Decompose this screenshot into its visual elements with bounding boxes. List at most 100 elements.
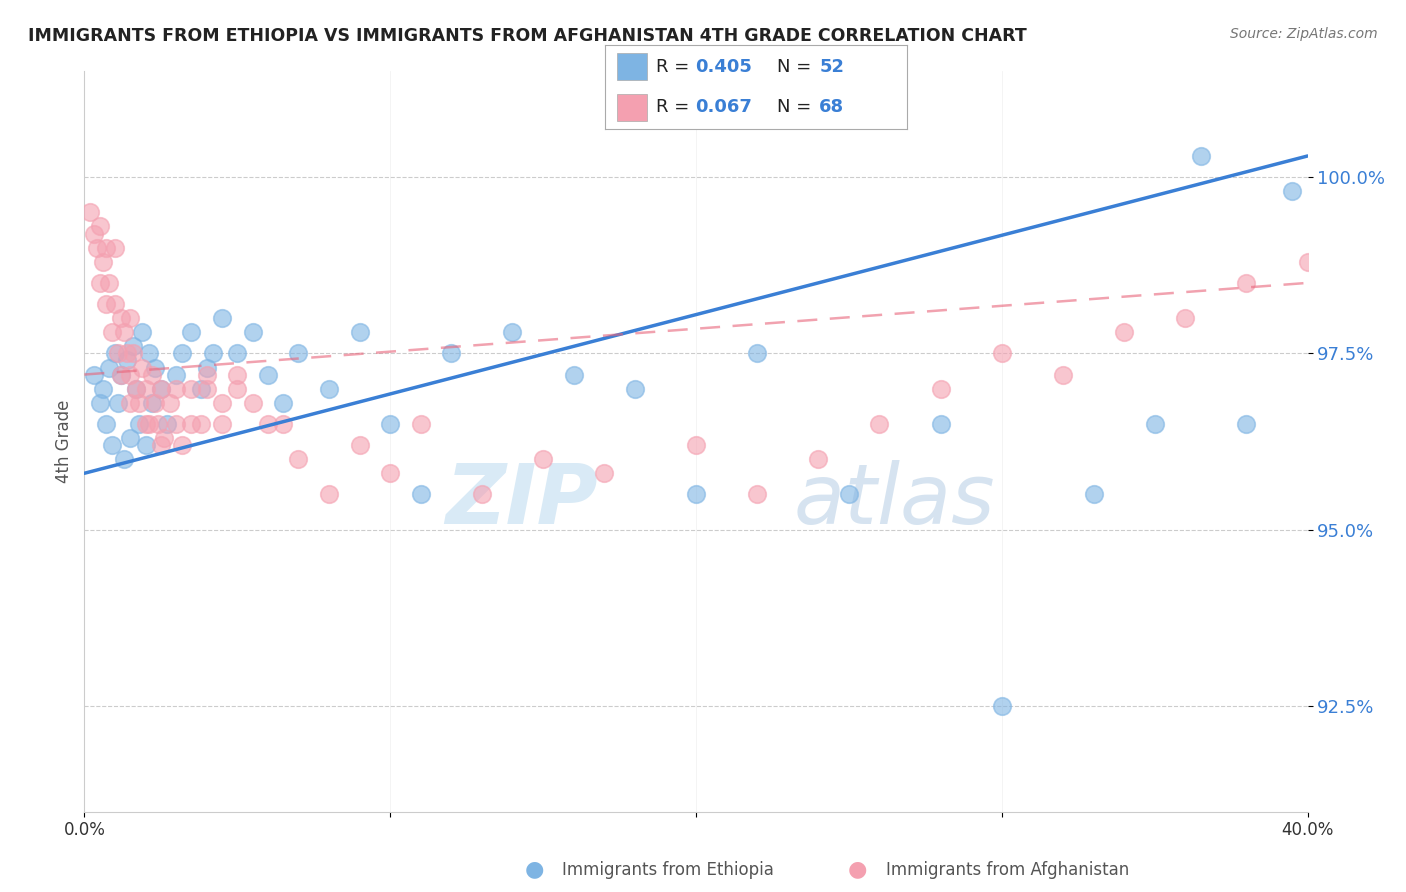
Point — [409, 417, 432, 431]
Point — [131, 325, 153, 339]
Point — [1236, 417, 1258, 431]
Point — [159, 396, 181, 410]
Point — [807, 452, 830, 467]
Point — [257, 417, 280, 431]
Point — [195, 360, 218, 375]
Y-axis label: 4th Grade: 4th Grade — [55, 400, 73, 483]
Point — [110, 368, 132, 382]
Text: ●: ● — [848, 860, 868, 880]
Point — [190, 417, 212, 431]
Point — [1143, 417, 1166, 431]
Point — [1296, 254, 1319, 268]
Point — [349, 438, 371, 452]
Text: ZIP: ZIP — [446, 460, 598, 541]
Point — [79, 205, 101, 219]
Point — [929, 382, 952, 396]
Point — [747, 487, 769, 501]
Point — [991, 698, 1014, 713]
Point — [104, 241, 127, 255]
Point — [86, 241, 108, 255]
Point — [195, 382, 218, 396]
Text: 68: 68 — [820, 98, 845, 116]
Point — [380, 467, 402, 481]
Text: 0.067: 0.067 — [696, 98, 752, 116]
Point — [838, 487, 860, 501]
Point — [242, 325, 264, 339]
Point — [991, 346, 1014, 360]
Point — [195, 368, 218, 382]
Point — [110, 368, 132, 382]
Point — [138, 417, 160, 431]
Point — [380, 417, 402, 431]
Point — [869, 417, 891, 431]
Point — [226, 368, 249, 382]
Text: atlas: atlas — [794, 460, 995, 541]
Point — [211, 396, 233, 410]
Point — [107, 396, 129, 410]
Point — [180, 382, 202, 396]
Text: Immigrants from Ethiopia: Immigrants from Ethiopia — [562, 861, 775, 879]
Point — [409, 487, 432, 501]
Point — [1114, 325, 1136, 339]
Point — [138, 346, 160, 360]
Point — [128, 396, 150, 410]
Bar — [617, 94, 647, 120]
Point — [201, 346, 224, 360]
Point — [747, 346, 769, 360]
Point — [104, 346, 127, 360]
Point — [271, 396, 294, 410]
Point — [165, 368, 187, 382]
Point — [128, 417, 150, 431]
Point — [226, 346, 249, 360]
Point — [242, 396, 264, 410]
Point — [211, 417, 233, 431]
Point — [94, 417, 117, 431]
Bar — [617, 54, 647, 80]
Point — [349, 325, 371, 339]
Point — [120, 431, 142, 445]
Point — [226, 382, 249, 396]
Text: 0.405: 0.405 — [696, 58, 752, 76]
Point — [929, 417, 952, 431]
Point — [593, 467, 616, 481]
Point — [143, 396, 166, 410]
Point — [101, 325, 124, 339]
Text: Immigrants from Afghanistan: Immigrants from Afghanistan — [886, 861, 1129, 879]
Point — [110, 311, 132, 326]
Point — [89, 219, 111, 234]
Point — [685, 487, 707, 501]
Point — [115, 353, 138, 368]
Point — [94, 241, 117, 255]
Point — [122, 339, 145, 353]
Point — [149, 382, 172, 396]
Point — [83, 368, 105, 382]
Point — [115, 346, 138, 360]
Text: N =: N = — [778, 98, 817, 116]
Point — [1189, 149, 1212, 163]
Point — [172, 438, 194, 452]
Point — [180, 325, 202, 339]
Point — [271, 417, 294, 431]
Point — [318, 487, 340, 501]
Text: R =: R = — [657, 98, 695, 116]
Point — [125, 382, 148, 396]
Point — [112, 452, 135, 467]
Point — [318, 382, 340, 396]
Point — [190, 382, 212, 396]
Text: R =: R = — [657, 58, 695, 76]
Point — [97, 360, 120, 375]
Text: Source: ZipAtlas.com: Source: ZipAtlas.com — [1230, 27, 1378, 41]
Point — [120, 396, 142, 410]
Point — [172, 346, 194, 360]
Point — [135, 438, 157, 452]
Point — [180, 417, 202, 431]
Point — [94, 297, 117, 311]
Point — [502, 325, 524, 339]
Point — [287, 452, 309, 467]
Point — [1281, 184, 1303, 198]
Point — [562, 368, 585, 382]
Point — [624, 382, 647, 396]
Point — [287, 346, 309, 360]
Point — [257, 368, 280, 382]
Text: 52: 52 — [820, 58, 844, 76]
